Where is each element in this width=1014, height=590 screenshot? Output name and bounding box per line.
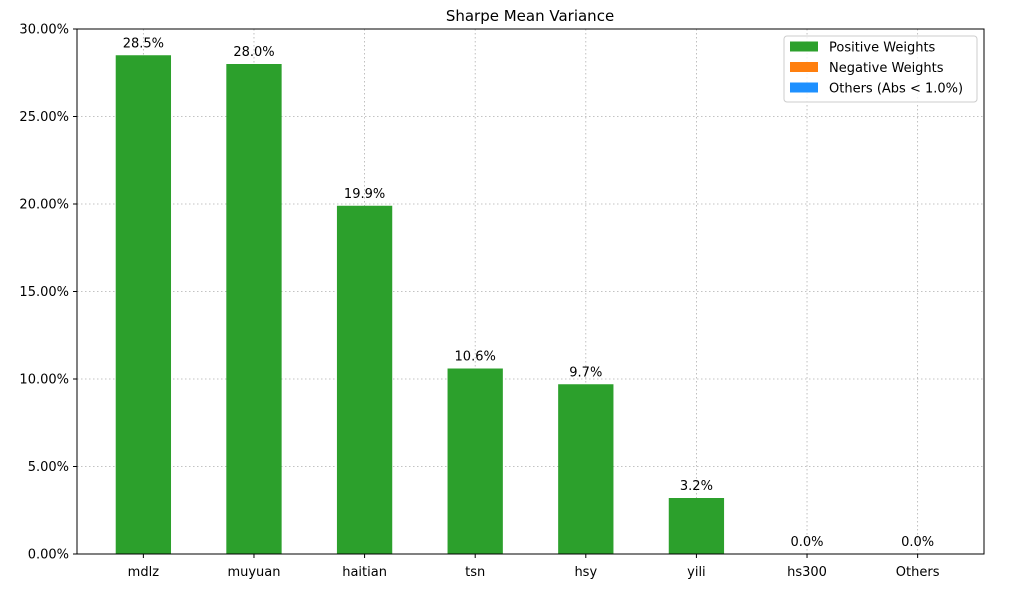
x-tick-label: haitian	[342, 565, 387, 580]
bar-labels: 28.5% 28.0% 19.9% 10.6% 9.7% 3.2% 0.0% 0.0%	[123, 36, 934, 550]
grid	[77, 28, 984, 555]
x-tick-label: Others	[896, 565, 940, 580]
legend-label: Others (Abs < 1.0%)	[829, 82, 963, 97]
x-axis: mdlz muyuan haitian tsn hsy yili hs300 Others	[128, 554, 940, 580]
bar-value-label: 10.6%	[455, 350, 496, 365]
legend-swatch	[790, 62, 818, 72]
bar-haitian	[336, 205, 393, 554]
chart-title: Sharpe Mean Variance	[446, 7, 614, 25]
legend-box	[783, 35, 978, 103]
legend-swatch	[790, 82, 818, 93]
legend-swatch	[790, 41, 818, 52]
x-tick-label: mdlz	[128, 565, 160, 580]
y-tick-label: 20.00%	[19, 198, 69, 213]
bar-value-label: 0.0%	[791, 535, 824, 550]
x-tick-label: hsy	[574, 565, 597, 580]
y-tick-label: 25.00%	[19, 110, 69, 125]
x-tick-label: muyuan	[227, 565, 280, 580]
bars	[115, 55, 725, 554]
bar-mdlz	[115, 55, 172, 554]
legend-label: Negative Weights	[829, 61, 944, 76]
bar-value-label: 19.9%	[344, 187, 385, 202]
bar-tsn	[447, 368, 503, 554]
y-axis: 0.00% 5.00% 10.00% 15.00% 20.00% 25.00% 30.00%	[19, 23, 77, 563]
bar-value-label: 9.7%	[569, 365, 602, 380]
bar-value-label: 28.5%	[123, 36, 164, 51]
bar-value-label: 0.0%	[901, 535, 934, 550]
legend: Positive Weights Negative Weights Others (…	[783, 35, 978, 103]
y-tick-label: 0.00%	[28, 548, 69, 563]
bar-value-label: 3.2%	[680, 479, 713, 494]
legend-label: Positive Weights	[829, 41, 936, 56]
x-tick-label: hs300	[787, 565, 827, 580]
y-tick-label: 10.00%	[19, 373, 69, 388]
x-tick-label: yili	[687, 565, 706, 580]
bar-value-label: 28.0%	[233, 45, 274, 60]
x-tick-label: tsn	[465, 565, 485, 580]
y-tick-label: 5.00%	[28, 460, 69, 475]
bar-yili	[668, 498, 725, 554]
bar-muyuan	[226, 64, 282, 554]
y-tick-label: 15.00%	[19, 285, 69, 300]
y-tick-label: 30.00%	[19, 23, 69, 38]
bar-hsy	[558, 384, 614, 554]
